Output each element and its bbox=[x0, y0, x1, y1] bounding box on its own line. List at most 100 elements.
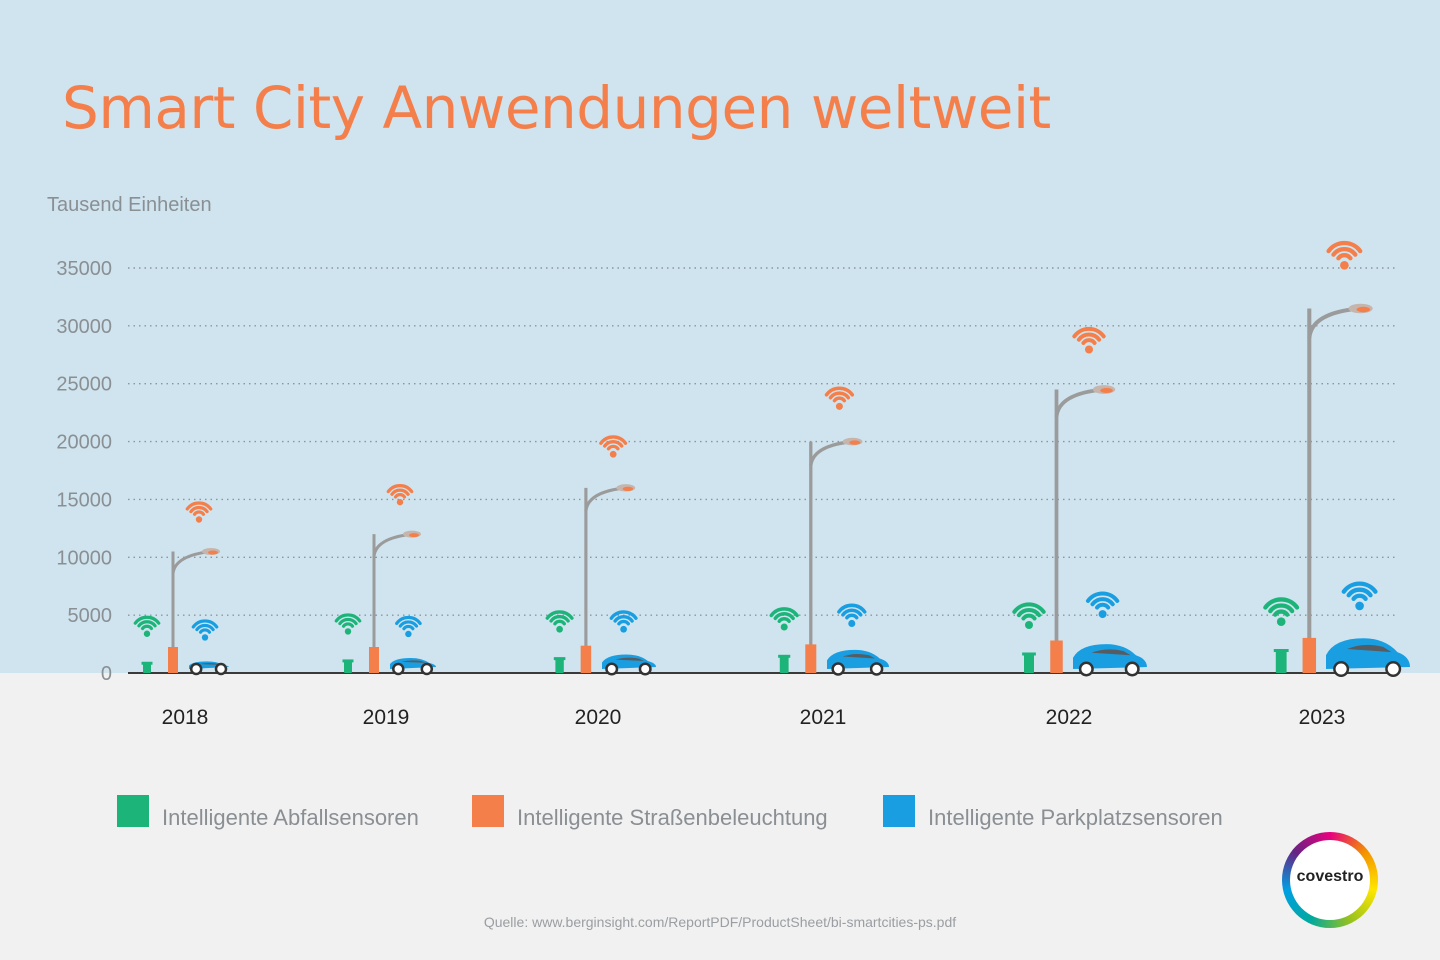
wifi-arc bbox=[824, 386, 855, 397]
car-window bbox=[401, 660, 426, 663]
wifi-signal-icon bbox=[1263, 597, 1300, 627]
wifi-dot bbox=[344, 628, 352, 635]
wifi-signal-icon bbox=[185, 501, 213, 523]
car-wheel bbox=[605, 662, 619, 676]
wifi-arc bbox=[609, 610, 638, 620]
wifi-arc bbox=[189, 505, 209, 514]
waste-bin-lid bbox=[141, 661, 153, 665]
wifi-arc bbox=[1331, 247, 1358, 257]
wifi-arc bbox=[613, 615, 634, 623]
legend-label-abfallsensoren: Intelligente Abfallsensoren bbox=[162, 805, 419, 830]
street-lamp-base bbox=[168, 647, 178, 673]
wifi-dot bbox=[1355, 601, 1364, 611]
wifi-dot bbox=[1085, 345, 1093, 354]
wifi-arc bbox=[832, 396, 847, 403]
wifi-arc bbox=[398, 620, 419, 628]
waste-bin-lid bbox=[553, 657, 566, 661]
wifi-arc bbox=[1341, 581, 1378, 594]
wifi-arc bbox=[341, 622, 355, 628]
wifi-signal-icon bbox=[545, 610, 574, 633]
waste-bin-lid bbox=[342, 659, 354, 663]
wifi-arc bbox=[390, 488, 410, 496]
wifi-dot bbox=[143, 630, 151, 637]
x-tick-label: 2022 bbox=[1046, 706, 1093, 729]
legend-label-parkplatzsensoren: Intelligente Parkplatzsensoren bbox=[928, 805, 1223, 830]
legend-swatch-parkplatzsensoren bbox=[883, 795, 915, 827]
wifi-arc bbox=[1346, 587, 1373, 598]
street-lamp-base bbox=[1050, 640, 1063, 673]
street-lamp-light bbox=[849, 440, 861, 445]
car-wheel bbox=[1078, 661, 1094, 677]
wifi-dot bbox=[195, 516, 203, 523]
wifi-dot bbox=[780, 623, 788, 631]
wifi-dot bbox=[835, 402, 843, 410]
car-window bbox=[1091, 649, 1131, 656]
wifi-dot bbox=[396, 498, 404, 506]
wifi-arc bbox=[133, 615, 161, 625]
car-icon bbox=[1326, 638, 1410, 669]
wifi-arc bbox=[1336, 253, 1353, 261]
waste-bin-lid bbox=[1273, 649, 1289, 653]
wifi-arc bbox=[599, 435, 628, 445]
wifi-arc bbox=[386, 484, 414, 494]
wifi-arc bbox=[1072, 326, 1106, 339]
x-tick-label: 2019 bbox=[363, 706, 410, 729]
y-axis-label: Tausend Einheiten bbox=[47, 194, 212, 216]
street-lamp-light bbox=[409, 533, 419, 538]
wifi-dot bbox=[609, 450, 617, 458]
wifi-arc bbox=[334, 613, 362, 623]
wifi-arc bbox=[185, 501, 213, 511]
wifi-signal-icon bbox=[1085, 591, 1120, 619]
wifi-signal-icon bbox=[1326, 240, 1363, 270]
street-lamp-light bbox=[1356, 306, 1371, 313]
legend-label-strassenbeleuchtung: Intelligente Straßenbeleuchtung bbox=[517, 805, 828, 830]
wifi-arc bbox=[617, 619, 630, 626]
car-wheel bbox=[420, 662, 434, 676]
wifi-arc bbox=[1095, 602, 1111, 610]
wifi-arc bbox=[1326, 240, 1363, 254]
waste-bin-icon bbox=[555, 659, 564, 673]
wifi-arc bbox=[1021, 613, 1037, 621]
wifi-arc bbox=[140, 624, 154, 631]
street-lamp-light bbox=[622, 486, 634, 491]
waste-bin-lid bbox=[1022, 652, 1036, 656]
y-tick-label: 25000 bbox=[56, 374, 112, 396]
wifi-arc bbox=[191, 619, 219, 629]
legend-swatch-abfallsensoren bbox=[117, 795, 149, 827]
x-tick-label: 2021 bbox=[800, 706, 847, 729]
wifi-arc bbox=[1081, 338, 1097, 345]
y-tick-label: 0 bbox=[101, 663, 112, 685]
street-lamp-arm bbox=[584, 486, 626, 512]
chart: 0 5000 10000 15000 20000 25000 30000 35000 2018 2… bbox=[56, 240, 1410, 729]
wifi-arc bbox=[395, 615, 422, 626]
wifi-signal-icon bbox=[133, 615, 161, 637]
wifi-signal-icon bbox=[1012, 602, 1046, 629]
street-lamp-arm bbox=[1307, 306, 1361, 339]
car-wheel bbox=[1333, 661, 1350, 677]
car-wheel bbox=[1385, 661, 1402, 677]
wifi-arc bbox=[1090, 597, 1115, 607]
logo-text: covestro bbox=[1296, 868, 1364, 885]
wifi-arc bbox=[828, 391, 851, 400]
wifi-dot bbox=[1098, 610, 1107, 619]
waste-bin-icon bbox=[1024, 654, 1034, 673]
wifi-dot bbox=[405, 630, 412, 638]
waste-bin-icon bbox=[143, 663, 151, 673]
car-wheel bbox=[831, 662, 845, 676]
chart-title: Smart City Anwendungen weltweit bbox=[62, 74, 1051, 142]
wifi-signal-icon bbox=[837, 603, 867, 627]
car-window bbox=[199, 663, 221, 665]
street-lamp-arm bbox=[1054, 387, 1105, 418]
y-tick-label: 30000 bbox=[56, 316, 112, 338]
street-lamp-light bbox=[1100, 388, 1113, 393]
street-lamp-light bbox=[208, 550, 218, 555]
car-window bbox=[842, 653, 876, 659]
waste-bin-icon bbox=[779, 656, 789, 673]
wifi-arc bbox=[1351, 593, 1368, 601]
wifi-signal-icon bbox=[769, 607, 799, 631]
wifi-arc bbox=[338, 617, 358, 626]
wifi-arc bbox=[1273, 609, 1290, 617]
wifi-arc bbox=[192, 510, 206, 516]
wifi-dot bbox=[201, 634, 209, 641]
wifi-arc bbox=[769, 607, 799, 618]
